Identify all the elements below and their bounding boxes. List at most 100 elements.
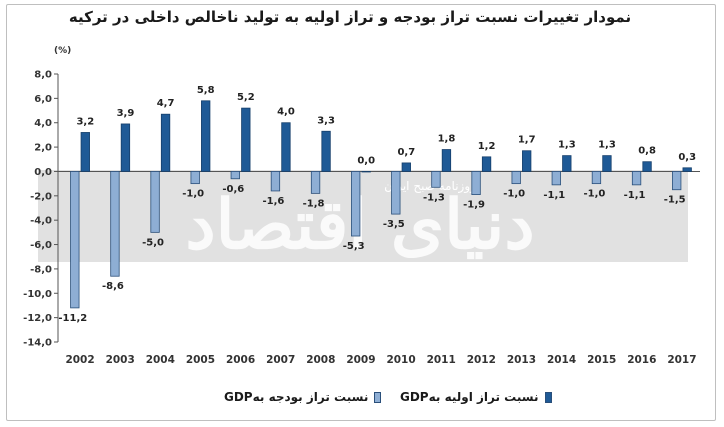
data-label-budget-balance: -1,6 [263, 196, 285, 207]
data-label-budget-balance: -5,0 [142, 237, 164, 248]
legend-label-budget-balance: نسبت تراز بودجه بهGDP [224, 390, 369, 404]
y-tick-label: 4,0 [34, 118, 52, 129]
data-label-budget-balance: -1,0 [182, 189, 204, 200]
x-tick-label: 2004 [146, 354, 175, 366]
data-label-primary-balance: 5,8 [197, 85, 215, 96]
x-tick-label: 2014 [547, 354, 576, 366]
legend-item-primary-balance: نسبت تراز اولیه بهGDP [400, 390, 552, 404]
data-label-budget-balance: -1,1 [624, 190, 646, 201]
legend-swatch-budget-balance [374, 391, 382, 403]
data-label-primary-balance: 1,3 [558, 140, 576, 151]
x-tick-label: 2017 [667, 354, 696, 366]
bar-primary-balance [160, 113, 171, 172]
data-label-budget-balance: -1,9 [463, 200, 485, 211]
data-label-primary-balance: 1,8 [438, 134, 456, 145]
bar-primary-balance [441, 149, 452, 172]
y-tick-label: -12,0 [23, 313, 52, 324]
data-label-primary-balance: 0,7 [397, 147, 415, 158]
data-label-budget-balance: -5,3 [343, 241, 365, 252]
watermark-band [38, 170, 688, 262]
data-label-budget-balance: -1,8 [303, 198, 325, 209]
bar-budget-balance [310, 171, 321, 194]
bar-primary-balance [201, 100, 211, 172]
bar-primary-balance [642, 161, 652, 172]
bar-primary-balance [682, 167, 692, 172]
bar-primary-balance [562, 155, 572, 172]
x-tick-label: 2010 [386, 354, 415, 366]
bar-budget-balance [631, 171, 642, 186]
data-label-budget-balance: -1,0 [584, 189, 606, 200]
data-label-primary-balance: 1,2 [478, 141, 496, 152]
bar-budget-balance [150, 171, 160, 233]
bar-primary-balance [120, 123, 131, 172]
y-tick-label: 8,0 [34, 70, 52, 81]
data-label-primary-balance: 4,0 [277, 107, 295, 118]
bar-primary-balance [401, 162, 411, 172]
axis-layer: 8,0 6,0 4,0 2,0 0,0 -2,0 -4,0 -6,0 -8,0 -10,0 -12,… [23, 70, 700, 349]
bar-budget-balance [391, 171, 401, 215]
y-tick-label: 0,0 [34, 167, 52, 178]
x-tick-label: 2009 [346, 354, 375, 366]
data-label-primary-balance: 4,7 [157, 98, 175, 109]
x-tick-label: 2012 [467, 354, 496, 366]
bar-primary-balance [321, 130, 331, 172]
watermark-sub-text: روزنامه صبح ایران [384, 179, 476, 194]
y-tick-label: -4,0 [30, 216, 52, 227]
bar-budget-balance [110, 171, 120, 277]
data-label-primary-balance: 0,8 [638, 146, 656, 157]
bar-primary-balance [80, 132, 90, 172]
bar-budget-balance [431, 171, 441, 188]
data-label-primary-balance: 3,9 [117, 108, 135, 119]
data-label-budget-balance: -11,2 [58, 313, 87, 324]
bar-primary-balance [281, 122, 291, 172]
bar-primary-balance [481, 156, 492, 172]
legend-swatch-primary-balance [544, 391, 552, 403]
data-label-primary-balance: 0,3 [678, 152, 696, 163]
x-tick-label: 2015 [587, 354, 616, 366]
bar-budget-balance [351, 171, 361, 237]
data-label-budget-balance: -0,6 [222, 184, 244, 195]
x-tick-label: 2002 [65, 354, 94, 366]
y-tick-label: -6,0 [30, 240, 52, 251]
data-label-primary-balance: 3,2 [76, 116, 94, 127]
watermark: دنیای اقتصاد روزنامه صبح ایران [38, 170, 688, 265]
data-label-budget-balance: -1,0 [503, 189, 525, 200]
data-label-primary-balance: 3,3 [317, 115, 335, 126]
data-label-primary-balance: 5,2 [237, 92, 255, 103]
y-tick-label: -8,0 [30, 264, 52, 275]
x-tick-label: 2008 [306, 354, 335, 366]
bar-primary-balance [241, 107, 251, 172]
x-tick-label: 2005 [186, 354, 215, 366]
data-label-layer: 2002 -11,2 3,2 2003 -8,6 3,9 2004 -5,0 4,7 2005 -1… [58, 85, 696, 366]
y-tick-label: -14,0 [23, 338, 52, 349]
legend-item-budget-balance: نسبت تراز بودجه بهGDP [224, 390, 382, 404]
data-label-budget-balance: -1,1 [543, 190, 565, 201]
bar-budget-balance [591, 171, 602, 185]
bar-primary-balance [602, 155, 612, 172]
bar-primary-balance [522, 150, 532, 172]
y-axis-unit-label: (%) [54, 46, 72, 56]
bar-budget-balance [230, 171, 240, 180]
bar-budget-balance [70, 171, 80, 309]
data-label-budget-balance: -1,5 [664, 195, 686, 206]
bar-budget-balance [551, 171, 561, 186]
y-tick-label: 2,0 [34, 143, 52, 154]
legend: نسبت تراز بودجه بهGDP نسبت تراز اولیه به… [0, 390, 724, 414]
data-label-primary-balance: 1,7 [518, 135, 536, 146]
y-tick-label: -10,0 [23, 289, 52, 300]
bar-primary-balance [361, 171, 371, 173]
legend-label-primary-balance: نسبت تراز اولیه بهGDP [400, 390, 539, 404]
data-label-budget-balance: -1,3 [423, 192, 445, 203]
x-tick-label: 2003 [106, 354, 135, 366]
data-label-budget-balance: -8,6 [102, 281, 124, 292]
bar-budget-balance [471, 171, 481, 195]
x-tick-label: 2006 [226, 354, 255, 366]
y-tick-label: 6,0 [34, 94, 52, 105]
y-tick-label: -2,0 [30, 191, 52, 202]
chart-title: نمودار تغییرات نسبت تراز بودجه و تراز او… [68, 8, 632, 26]
x-tick-label: 2016 [627, 354, 656, 366]
data-label-budget-balance: -3,5 [383, 219, 405, 230]
bar-budget-balance [270, 171, 281, 192]
bar-budget-balance [511, 171, 521, 185]
